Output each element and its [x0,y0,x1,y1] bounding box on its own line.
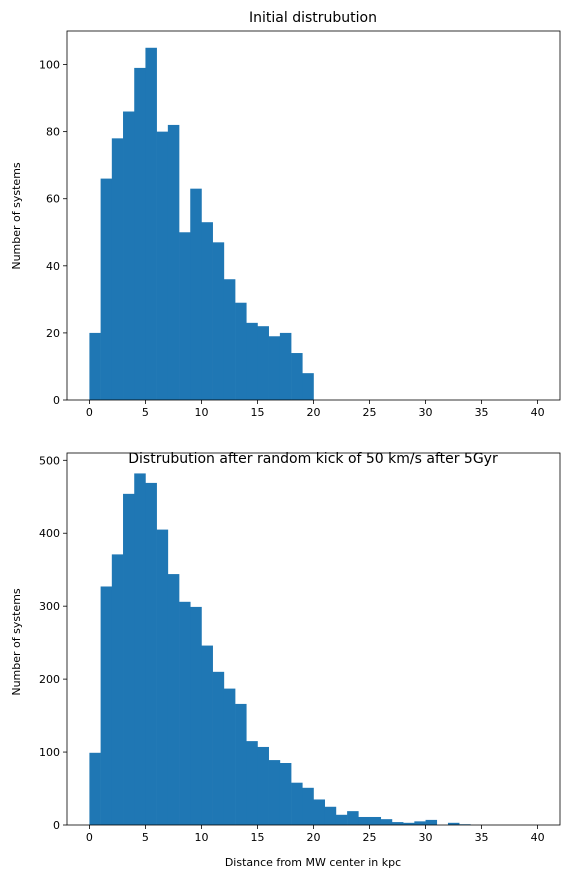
x-tick-label: 15 [250,406,264,419]
x-tick-label: 0 [86,831,93,844]
x-tick-label: 0 [86,406,93,419]
x-tick-label: 25 [363,831,377,844]
y-tick-label: 100 [39,59,60,72]
bottom-axes-frame [66,452,561,826]
histogram-bar [246,741,258,825]
histogram-bar [123,111,135,400]
x-tick-label: 20 [307,831,321,844]
top-axes-frame [66,30,561,401]
histogram-bar [302,373,314,400]
bottom-bars [89,473,471,825]
y-tick-label: 40 [46,260,60,273]
x-tick-label: 30 [419,831,433,844]
y-tick-label: 200 [39,673,60,686]
histogram-bar [291,782,303,825]
histogram-bar [111,138,124,400]
top-bars [89,47,314,401]
histogram-bar [257,746,269,825]
histogram-bar [414,821,426,825]
y-tick-label: 400 [39,527,60,540]
histogram-bar [235,703,247,825]
histogram-bar [212,671,225,825]
top-x-ticks: 0 5 10 15 20 25 30 35 40 [86,400,545,419]
histogram-bar [167,574,180,825]
histogram-bar [100,586,113,825]
histogram-bar [302,787,314,825]
histogram-bar [167,124,180,400]
histogram-bar [89,752,101,825]
histogram-bar [201,222,213,400]
x-tick-label: 20 [307,406,321,419]
histogram-bar [403,822,415,825]
histogram-bar [134,67,146,401]
bottom-x-axis-label: Distance from MW center in kpc [225,856,401,869]
histogram-bar [145,482,157,825]
x-tick-label: 5 [142,406,149,419]
x-tick-label: 25 [363,406,377,419]
histogram-bar [190,188,202,400]
y-tick-label: 60 [46,193,60,206]
histogram-bar [291,353,303,400]
histogram-bar [145,47,157,400]
histogram-bar [89,332,101,400]
y-tick-label: 300 [39,600,60,613]
histogram-bar [425,819,438,825]
histogram-bar [335,814,348,825]
histogram-bar [257,326,269,400]
x-tick-label: 40 [531,831,545,844]
bottom-y-axis-label: Number of systems [10,588,23,696]
y-tick-label: 20 [46,327,60,340]
y-tick-label: 100 [39,746,60,759]
top-histogram-panel: Initial distrubution Number of systems 0… [10,10,561,419]
histogram-bar [223,279,236,400]
histogram-bar [134,473,146,825]
histogram-bar [246,322,258,400]
top-y-ticks: 0 20 40 60 80 100 [39,59,67,407]
x-tick-label: 10 [194,831,208,844]
histogram-bar [156,529,169,825]
x-tick-label: 15 [250,831,264,844]
histogram-bar [391,822,404,825]
histogram-bar [324,806,337,825]
histogram-bar [347,811,359,825]
y-tick-label: 80 [46,126,60,139]
histogram-bar [268,336,281,400]
bottom-y-ticks: 0 100 200 300 400 500 [39,454,67,832]
histogram-bar [223,688,236,825]
histogram-bar [279,332,292,400]
x-tick-label: 5 [142,831,149,844]
histogram-bar [380,819,393,825]
histogram-bar [313,799,326,825]
bottom-histogram-panel: Distrubution after random kick of 50 km/… [10,451,561,869]
histogram-bar [268,760,281,825]
histogram-bar [179,232,191,400]
histogram-bar [123,493,135,825]
y-tick-label: 0 [53,394,60,407]
x-tick-label: 35 [475,831,489,844]
histogram-bar [156,131,169,401]
histogram-bar [279,763,292,825]
histogram-bar [100,178,113,400]
x-tick-label: 40 [531,406,545,419]
x-tick-label: 30 [419,406,433,419]
histogram-bar [447,822,460,825]
x-tick-label: 10 [194,406,208,419]
bottom-x-ticks: 0 5 10 15 20 25 30 35 40 [86,825,545,844]
y-tick-label: 0 [53,819,60,832]
histogram-bar [358,816,370,825]
histogram-bar [179,601,191,825]
top-y-axis-label: Number of systems [10,162,23,270]
histogram-bar [369,816,382,825]
histogram-bar [235,302,247,400]
bottom-chart-title: Distrubution after random kick of 50 km/… [128,451,498,467]
histogram-bar [201,645,213,825]
x-tick-label: 35 [475,406,489,419]
top-chart-title: Initial distrubution [249,10,377,26]
histogram-bar [190,606,202,825]
y-tick-label: 500 [39,454,60,467]
histogram-bar [111,554,124,825]
histogram-bar [212,242,225,400]
